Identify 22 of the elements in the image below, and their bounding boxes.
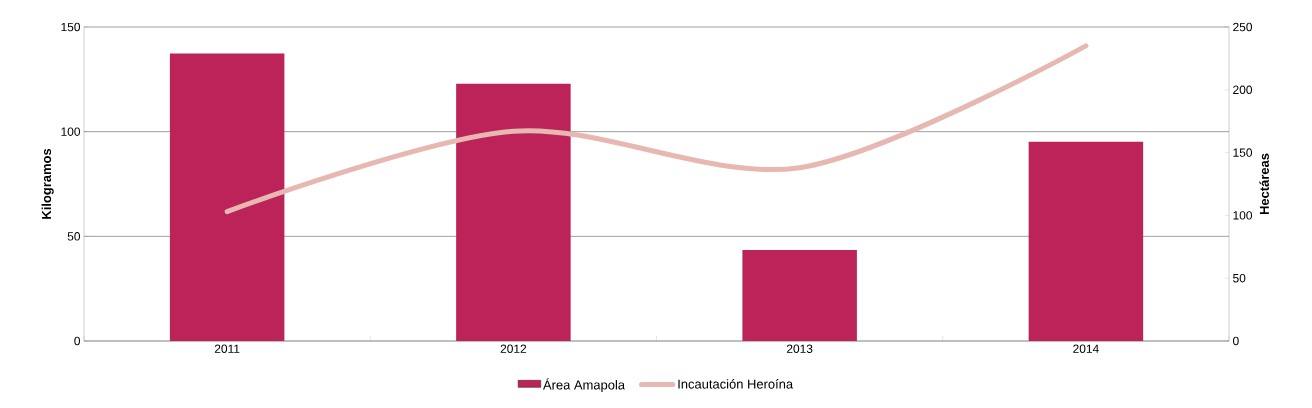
bar [1028, 141, 1144, 341]
legend-label: Incautación Heroína [678, 379, 794, 389]
y-tick-label: 100 [61, 127, 81, 136]
y-axis-title: Kilogramos [41, 148, 54, 219]
bar [456, 83, 571, 341]
y-tick-label: 50 [67, 232, 81, 241]
x-tick-label: 2013 [786, 344, 813, 353]
bar [169, 53, 285, 341]
y2-axis-title: Hectáreas [1259, 153, 1269, 215]
y-tick-label: 150 [61, 22, 81, 32]
bar [742, 249, 857, 341]
y2-tick-label: 150 [1233, 148, 1253, 157]
x-tick-label: 2014 [1073, 344, 1099, 353]
x-tick-label: 2012 [500, 344, 527, 353]
y2-tick-label: 0 [1233, 336, 1239, 346]
x-tick-label: 2011 [214, 344, 240, 353]
y2-tick-label: 250 [1233, 22, 1253, 32]
y2-tick-label: 50 [1233, 273, 1246, 283]
y-tick-label: 0 [74, 336, 81, 346]
legend-label: Área Amapola [543, 378, 626, 393]
y2-tick-label: 100 [1233, 211, 1253, 220]
y2-tick-label: 200 [1233, 85, 1253, 95]
